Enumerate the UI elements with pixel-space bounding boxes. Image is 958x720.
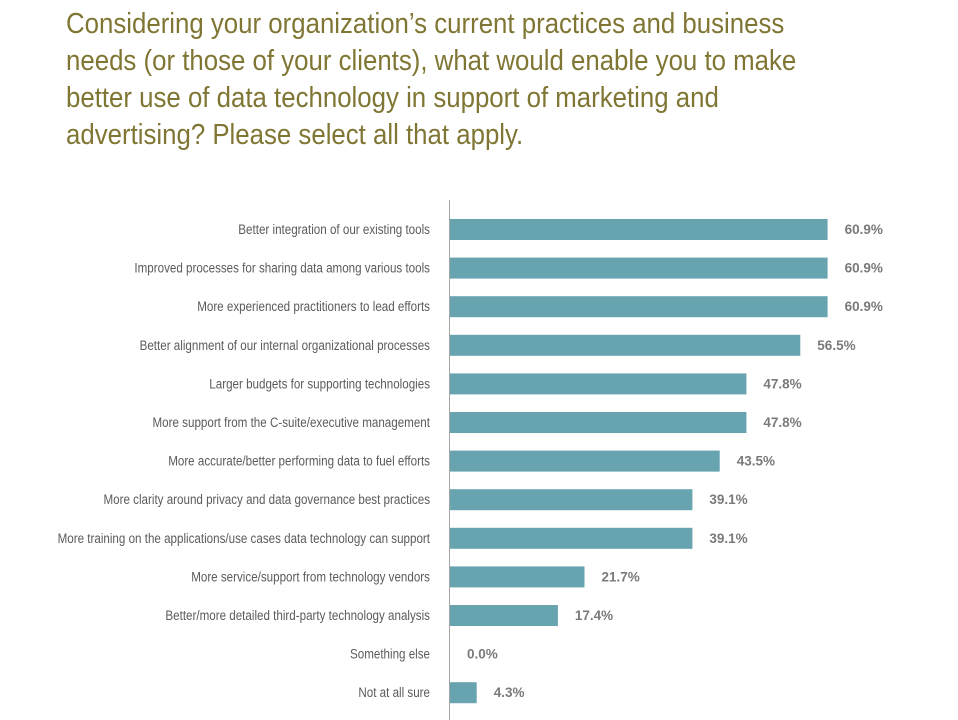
bar: [450, 257, 828, 279]
bar: [450, 219, 828, 240]
value-label: 47.8%: [763, 415, 801, 430]
category-label: Better/more detailed third-party technol…: [165, 608, 430, 623]
bar: [450, 605, 558, 626]
category-label: More training on the applications/use ca…: [58, 531, 431, 546]
value-labels-group: 60.9% 60.9% 60.9% 56.5% 47.8% 47.8% 43.5% 39.1%…: [467, 222, 883, 700]
category-label: Not at all sure: [358, 685, 430, 700]
bars-group: [450, 219, 828, 704]
value-label: 60.9%: [845, 299, 883, 314]
category-label: More experienced practitioners to lead e…: [197, 299, 430, 314]
category-label: More clarity around privacy and data gov…: [104, 492, 431, 507]
value-label: 43.5%: [737, 454, 775, 469]
category-label: More support from the C-suite/executive …: [153, 415, 431, 430]
value-label: 56.5%: [817, 338, 855, 353]
bar: [450, 296, 828, 318]
bar: [450, 527, 693, 549]
value-label: 0.0%: [467, 647, 498, 662]
bar: [450, 373, 747, 395]
chart-title: Considering your organization’s current …: [66, 8, 797, 151]
value-label: 47.8%: [763, 376, 801, 391]
value-label: 39.1%: [709, 492, 747, 507]
category-labels-group: Better integration of our existing tools…: [58, 222, 431, 700]
bar: [450, 450, 720, 472]
value-label: 39.1%: [709, 531, 747, 546]
category-label: Larger budgets for supporting technologi…: [209, 376, 430, 391]
value-label: 60.9%: [845, 261, 883, 276]
bar: [450, 412, 747, 433]
bar: [450, 489, 693, 511]
category-label: Something else: [350, 647, 430, 662]
category-label: More service/support from technology ven…: [191, 569, 430, 584]
category-label: More accurate/better performing data to …: [168, 454, 430, 469]
category-label: Improved processes for sharing data amon…: [134, 261, 430, 276]
bar: [450, 682, 477, 704]
value-label: 60.9%: [845, 222, 883, 237]
value-label: 21.7%: [602, 569, 640, 584]
category-label: Better alignment of our internal organiz…: [140, 338, 431, 353]
bar: [450, 566, 585, 588]
value-label: 4.3%: [494, 685, 525, 700]
category-label: Better integration of our existing tools: [238, 222, 430, 237]
bar: [450, 334, 801, 356]
value-label: 17.4%: [575, 608, 613, 623]
